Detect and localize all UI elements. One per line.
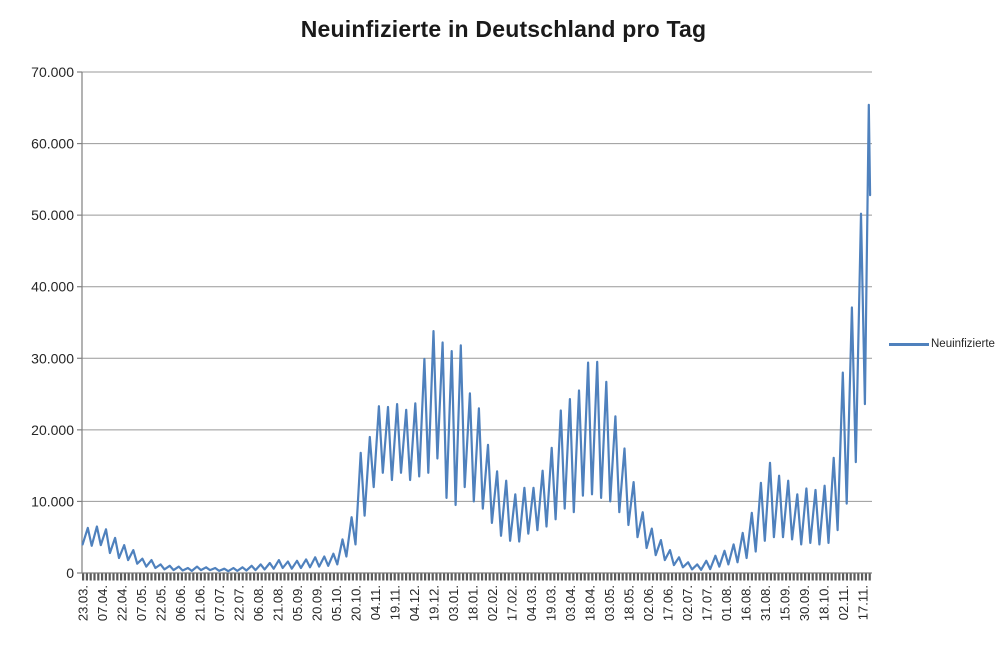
x-axis-label: 01.08. xyxy=(719,585,734,621)
x-axis-labels: 23.03. 07.04. 22.04. 07.05. 22.05. 06.06. 21.0… xyxy=(76,585,871,621)
x-axis-label: 18.10. xyxy=(816,585,831,621)
legend: Neuinfizierte xyxy=(889,338,995,350)
x-axis-label: 07.07. xyxy=(212,585,227,621)
x-axis-label: 07.04. xyxy=(95,585,110,621)
x-axis-label: 17.06. xyxy=(660,585,675,621)
x-axis-label: 17.02. xyxy=(504,585,519,621)
y-axis-label: 60.000 xyxy=(31,136,74,152)
x-axis-label: 19.12. xyxy=(426,585,441,621)
x-axis-label: 04.03. xyxy=(524,585,539,621)
x-axis-label: 20.09. xyxy=(310,585,325,621)
x-axis-label: 16.08. xyxy=(738,585,753,621)
x-axis-label: 02.02. xyxy=(485,585,500,621)
x-axis-label: 21.08. xyxy=(271,585,286,621)
chart-title: Neuinfizierte in Deutschland pro Tag xyxy=(300,16,707,42)
x-axis-label: 18.05. xyxy=(621,585,636,621)
x-axis-label: 03.04. xyxy=(563,585,578,621)
x-axis-label: 03.01. xyxy=(446,585,461,621)
y-axis-labels: 70.000 60.000 50.000 40.000 30.000 20.000 10.0… xyxy=(31,64,74,581)
x-axis-label: 19.11. xyxy=(387,585,402,620)
legend-label: Neuinfizierte xyxy=(931,338,995,350)
series-line-neuinfizierte xyxy=(81,103,872,573)
x-axis-label: 17.07. xyxy=(699,585,714,621)
x-axis-label: 22.07. xyxy=(232,585,247,621)
y-axis-label: 0 xyxy=(66,565,74,581)
y-axis-ticks xyxy=(77,71,82,574)
x-axis-label: 15.09. xyxy=(777,585,792,621)
x-axis-label: 30.09. xyxy=(797,585,812,621)
x-axis-label: 03.05. xyxy=(602,585,617,621)
x-axis-label: 20.10. xyxy=(349,585,364,621)
y-axis-label: 10.000 xyxy=(31,493,74,509)
x-axis-label: 04.11. xyxy=(368,585,383,620)
y-axis-label: 50.000 xyxy=(31,207,74,223)
x-axis-label: 02.11. xyxy=(836,585,851,620)
x-axis-label: 22.04. xyxy=(115,585,130,621)
x-axis-label: 18.01. xyxy=(465,585,480,621)
x-axis-label: 22.05. xyxy=(154,585,169,621)
x-axis-label: 02.06. xyxy=(641,585,656,621)
x-axis-label: 19.03. xyxy=(543,585,558,621)
x-axis-label: 17.11. xyxy=(855,585,870,620)
x-axis-label: 23.03. xyxy=(76,585,91,621)
x-axis-label: 06.06. xyxy=(173,585,188,621)
x-axis-label: 21.06. xyxy=(193,585,208,621)
x-axis-label: 05.09. xyxy=(290,585,305,621)
x-axis-label: 06.08. xyxy=(251,585,266,621)
x-axis-label: 02.07. xyxy=(680,585,695,621)
x-axis-label: 31.08. xyxy=(758,585,773,621)
x-axis-label: 05.10. xyxy=(329,585,344,621)
x-axis-label: 04.12. xyxy=(407,585,422,621)
x-axis-label: 18.04. xyxy=(582,585,597,621)
y-axis-label: 30.000 xyxy=(31,350,74,366)
x-axis-label: 07.05. xyxy=(134,585,149,621)
y-axis-label: 70.000 xyxy=(31,64,74,80)
y-axis-label: 40.000 xyxy=(31,279,74,295)
y-axis-label: 20.000 xyxy=(31,422,74,438)
legend-line-sample xyxy=(889,342,929,346)
